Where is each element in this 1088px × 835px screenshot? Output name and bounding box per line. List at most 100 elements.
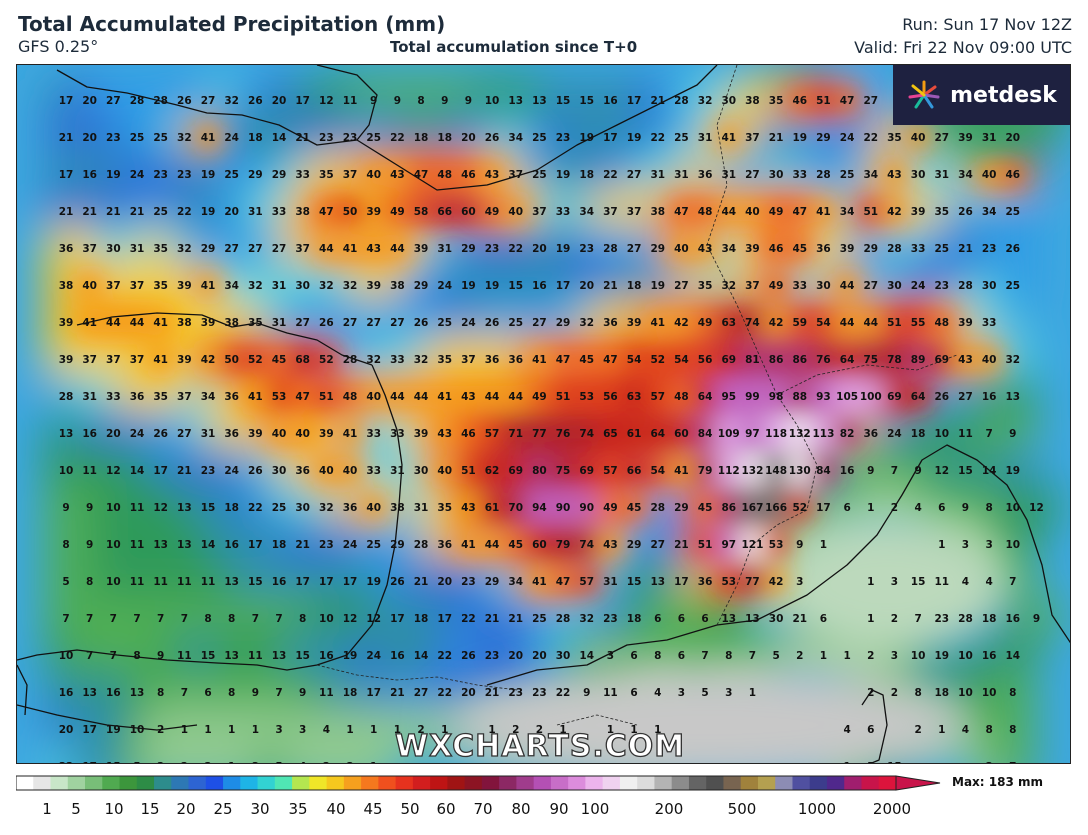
grid-value: 23 — [153, 169, 168, 181]
field-core — [550, 420, 577, 446]
grid-value: 19 — [792, 132, 807, 144]
grid-value: 93 — [816, 391, 831, 403]
grid-value: 43 — [485, 169, 500, 181]
grid-value: 36 — [295, 465, 310, 477]
color-bar-bin — [257, 776, 276, 790]
grid-value: 13 — [153, 539, 168, 551]
grid-value: 4 — [962, 724, 969, 736]
grid-value: 57 — [603, 465, 618, 477]
grid-value: 61 — [627, 428, 642, 440]
run-label: Run: Sun 17 Nov 12Z — [902, 15, 1072, 34]
field-core — [597, 383, 624, 409]
grid-value: 28 — [414, 539, 429, 551]
field-core — [905, 346, 932, 372]
grid-value: 51 — [816, 95, 831, 107]
field-core — [739, 383, 766, 409]
grid-value: 1 — [867, 502, 874, 514]
grid-value: 41 — [153, 317, 168, 329]
grid-value: 30 — [414, 465, 429, 477]
grid-value: 7 — [133, 613, 140, 625]
grid-value: 17 — [627, 95, 642, 107]
field-core — [597, 494, 624, 520]
field-core — [337, 420, 364, 446]
color-bar-bin — [723, 776, 742, 790]
grid-value: 3 — [891, 576, 898, 588]
grid-value: 44 — [130, 317, 145, 329]
grid-value: 21 — [485, 687, 500, 699]
grid-value: 90 — [556, 502, 571, 514]
grid-value: 7 — [110, 613, 117, 625]
grid-value: 74 — [745, 317, 760, 329]
grid-value: 13 — [224, 650, 239, 662]
field-core — [455, 494, 482, 520]
grid-value: 52 — [319, 354, 334, 366]
grid-value: 37 — [508, 169, 523, 181]
grid-value: 39 — [366, 280, 381, 292]
field-core — [455, 531, 482, 557]
field-core — [526, 531, 553, 557]
grid-value: 23 — [319, 132, 334, 144]
grid-value: 37 — [130, 280, 145, 292]
grid-value: 36 — [224, 391, 239, 403]
grid-value: 46 — [1005, 169, 1020, 181]
grid-value: 27 — [745, 169, 760, 181]
field-core — [644, 383, 671, 409]
grid-value: 60 — [461, 206, 476, 218]
field-core — [834, 383, 861, 409]
grid-value: 3 — [985, 539, 992, 551]
grid-value: 40 — [437, 465, 452, 477]
grid-value: 50 — [224, 354, 239, 366]
grid-value: 23 — [343, 132, 358, 144]
grid-value: 17 — [59, 95, 74, 107]
grid-value: 16 — [603, 95, 618, 107]
color-bar-bin — [878, 776, 897, 790]
field-core — [266, 346, 293, 372]
grid-value: 26 — [934, 391, 949, 403]
grid-value: 48 — [934, 317, 949, 329]
grid-value: 32 — [1005, 354, 1020, 366]
grid-value: 63 — [721, 317, 736, 329]
grid-value: 7 — [1009, 576, 1016, 588]
grid-value: 50 — [343, 206, 358, 218]
grid-value: 51 — [556, 391, 571, 403]
grid-value: 10 — [485, 95, 500, 107]
grid-value: 4 — [914, 502, 921, 514]
grid-value: 39 — [177, 280, 192, 292]
grid-value: 39 — [319, 428, 334, 440]
grid-value: 40 — [82, 280, 97, 292]
grid-value: 18 — [272, 539, 287, 551]
field-core — [668, 420, 695, 446]
grid-value: 12 — [934, 465, 949, 477]
grid-value: 21 — [958, 243, 973, 255]
grid-value: 20 — [461, 132, 476, 144]
field-core — [479, 494, 506, 520]
grid-value: 31 — [982, 132, 997, 144]
grid-value: 16 — [224, 539, 239, 551]
grid-value: 10 — [106, 502, 121, 514]
grid-value: 8 — [985, 502, 992, 514]
grid-value: 7 — [275, 687, 282, 699]
grid-value: 32 — [579, 317, 594, 329]
grid-value: 6 — [820, 613, 827, 625]
field-core — [479, 383, 506, 409]
grid-value: 16 — [82, 169, 97, 181]
grid-value: 43 — [698, 243, 713, 255]
grid-value: 18 — [982, 613, 997, 625]
grid-value: 25 — [272, 502, 287, 514]
color-bar-bin — [67, 776, 86, 790]
grid-value: 37 — [106, 354, 121, 366]
field-core — [100, 309, 127, 335]
grid-value: 31 — [437, 243, 452, 255]
grid-value: 49 — [698, 317, 713, 329]
field-core — [905, 124, 932, 150]
grid-value: 24 — [366, 650, 381, 662]
grid-value: 37 — [106, 280, 121, 292]
grid-value: 1 — [370, 724, 377, 736]
grid-value: 10 — [319, 613, 334, 625]
field-core — [786, 309, 813, 335]
grid-value: 9 — [86, 502, 93, 514]
grid-value: 13 — [745, 613, 760, 625]
field-core — [597, 457, 624, 483]
grid-value: 17 — [59, 169, 74, 181]
grid-value: 18 — [934, 687, 949, 699]
